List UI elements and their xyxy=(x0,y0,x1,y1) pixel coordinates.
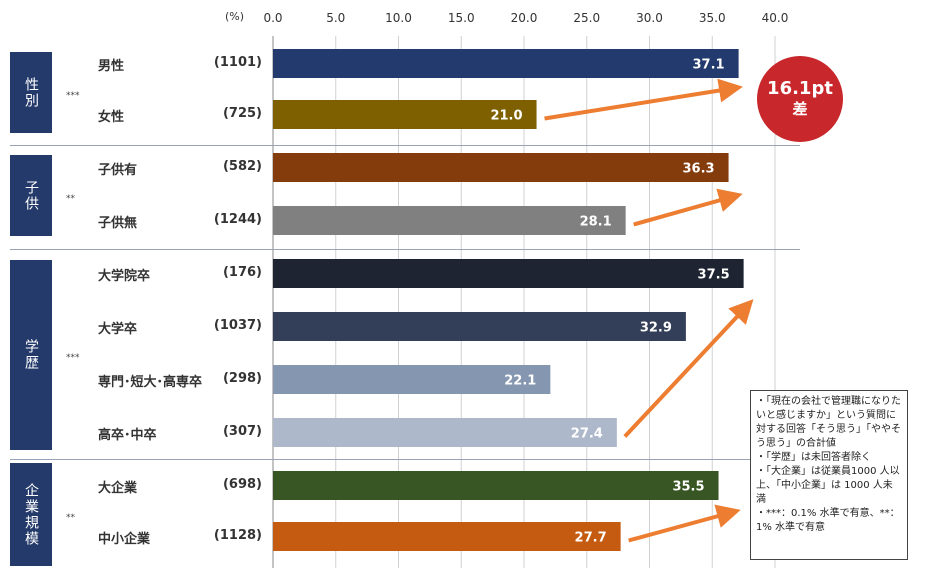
bar-value-label: 36.3 xyxy=(682,162,714,177)
category-label: 子供無 xyxy=(98,216,138,231)
comparison-arrow xyxy=(628,504,741,543)
x-tick-label: 40.0 xyxy=(762,11,789,25)
sample-size-label: (698) xyxy=(222,477,262,492)
x-tick-label: 5.0 xyxy=(326,11,345,25)
group-separator xyxy=(10,249,800,250)
x-tick-label: 10.0 xyxy=(385,11,412,25)
comparison-arrow xyxy=(544,78,743,121)
bar-value-label: 27.4 xyxy=(571,427,603,442)
group-label: 学歴 xyxy=(10,260,52,450)
sample-size-label: (1128) xyxy=(213,528,262,543)
bar xyxy=(273,259,744,288)
bar xyxy=(273,100,537,129)
bar xyxy=(273,49,739,78)
sample-size-label: (1037) xyxy=(213,318,262,333)
footnote-line: ・「現在の会社で管理職になりたいと感じますか」という質問に対する回答「そう思う」… xyxy=(756,396,901,449)
significance-mark: ** xyxy=(66,512,75,523)
category-label: 女性 xyxy=(98,110,125,125)
bar-value-label: 27.7 xyxy=(575,531,607,546)
group-label: 企業規模 xyxy=(10,463,52,566)
category-label: 大学院卒 xyxy=(98,269,151,284)
significance-mark: ** xyxy=(66,193,75,204)
bar-value-label: 37.1 xyxy=(693,58,725,73)
footnote-line: ・「学歴」は未回答者除く xyxy=(756,452,871,463)
x-tick-label: 35.0 xyxy=(699,11,726,25)
footnote-line: ・***：0.1% 水準で有意、**：1% 水準で有意 xyxy=(756,508,900,533)
bar xyxy=(273,471,719,500)
category-label: 専門･短大･高専卒 xyxy=(98,375,203,390)
category-label: 高卒･中卒 xyxy=(98,428,157,443)
comparison-arrow xyxy=(633,188,743,227)
x-tick-label: 20.0 xyxy=(511,11,538,25)
bar-value-label: 22.1 xyxy=(504,374,536,389)
bar xyxy=(273,418,617,447)
sample-size-label: (725) xyxy=(222,106,262,121)
bar xyxy=(273,522,621,551)
footnote-box: ・「現在の会社で管理職になりたいと感じますか」という質問に対する回答「そう思う」… xyxy=(750,390,908,560)
bar-value-label: 21.0 xyxy=(490,109,522,124)
category-label: 中小企業 xyxy=(98,532,151,547)
sample-size-label: (307) xyxy=(222,424,262,439)
bar xyxy=(273,312,686,341)
sample-size-label: (298) xyxy=(222,371,262,386)
sample-size-label: (582) xyxy=(222,159,262,174)
bar xyxy=(273,206,626,235)
category-label: 男性 xyxy=(98,59,125,74)
difference-badge: 16.1pt 差 xyxy=(757,56,843,142)
category-label: 子供有 xyxy=(98,163,138,178)
bar-value-label: 35.5 xyxy=(672,480,704,495)
x-tick-label: 30.0 xyxy=(636,11,663,25)
axis-unit-label: (%) xyxy=(225,10,245,23)
bar xyxy=(273,153,729,182)
sample-size-label: (1101) xyxy=(213,55,262,70)
significance-mark: *** xyxy=(66,353,80,363)
x-tick-label: 15.0 xyxy=(448,11,475,25)
sample-size-label: (176) xyxy=(222,265,262,280)
x-tick-label: 0.0 xyxy=(263,11,282,25)
category-label: 大学卒 xyxy=(98,322,138,337)
comparison-arrow xyxy=(623,299,754,438)
group-separator xyxy=(10,459,800,460)
category-label: 大企業 xyxy=(98,481,138,496)
badge-suffix: 差 xyxy=(792,100,808,118)
x-tick-label: 25.0 xyxy=(573,11,600,25)
bar xyxy=(273,365,551,394)
badge-value: 16.1pt xyxy=(767,78,833,99)
bar-value-label: 28.1 xyxy=(580,215,612,230)
sample-size-label: (1244) xyxy=(213,212,262,227)
bar-value-label: 32.9 xyxy=(640,321,672,336)
significance-mark: *** xyxy=(66,90,80,101)
bar-value-label: 37.5 xyxy=(698,268,730,283)
group-label: 子供 xyxy=(10,155,52,236)
group-separator xyxy=(10,145,800,146)
footnote-line: ・「大企業」は従業員1000 人以上、「中小企業」は 1000 人未満 xyxy=(756,466,900,505)
group-label: 性別 xyxy=(10,52,52,133)
